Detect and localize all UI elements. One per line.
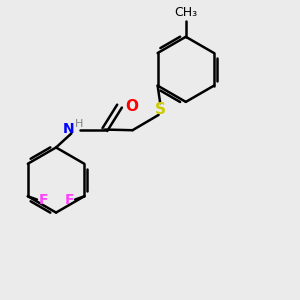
Text: O: O <box>125 99 138 114</box>
Text: F: F <box>38 193 48 207</box>
Text: F: F <box>64 193 74 207</box>
Text: N: N <box>62 122 74 136</box>
Text: S: S <box>155 102 166 117</box>
Text: CH₃: CH₃ <box>174 6 197 19</box>
Text: H: H <box>75 119 83 129</box>
